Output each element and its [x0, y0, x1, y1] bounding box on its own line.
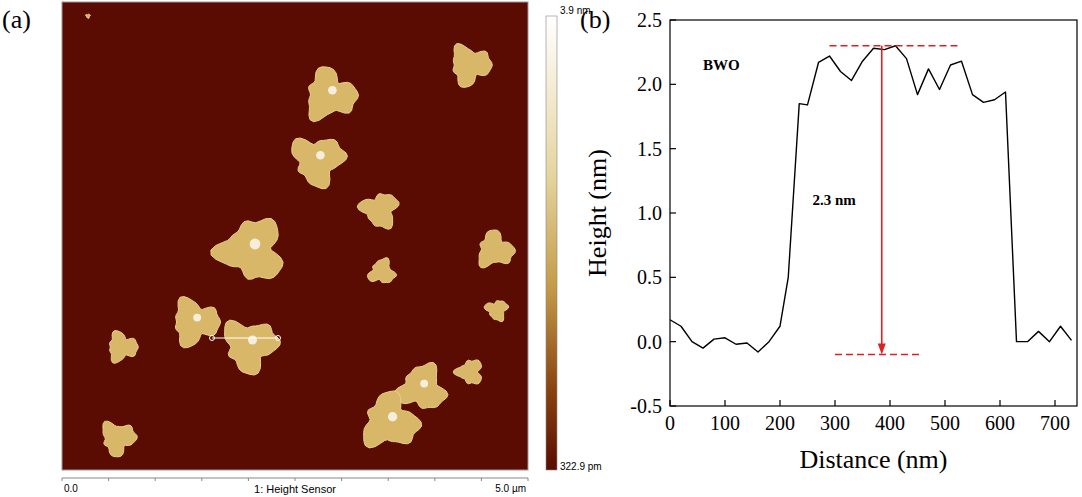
scale-tick: [62, 478, 63, 481]
y-tick-label: -0.5: [630, 395, 662, 417]
y-tick: [670, 148, 676, 149]
flake: [292, 138, 348, 189]
scale-tick: [108, 478, 109, 481]
scale-tick: [201, 478, 202, 481]
flake: [394, 362, 448, 408]
panel-label: (a): [2, 5, 31, 34]
scale-label: 5.0 µm: [495, 483, 526, 494]
y-tick: [670, 405, 676, 406]
flake-highlight: [250, 239, 261, 250]
y-tick-label: 0.5: [637, 266, 662, 288]
afm-flakes: [86, 14, 516, 457]
flake-highlight: [193, 314, 201, 322]
scale-tick: [248, 478, 249, 481]
y-tick: [670, 341, 676, 342]
flake: [367, 258, 396, 283]
x-tick-label: 500: [930, 412, 960, 434]
flake: [309, 67, 359, 122]
scale-tick: [481, 478, 482, 481]
y-tick: [670, 19, 676, 20]
x-tick: [779, 400, 780, 406]
scale-tick: [155, 478, 156, 481]
x-tick: [999, 400, 1000, 406]
x-tick-label: 0: [665, 412, 675, 434]
flake: [86, 14, 91, 18]
panel-label: (b): [580, 5, 610, 34]
y-axis-title: Height (nm): [583, 149, 612, 277]
flake-highlight: [316, 151, 325, 160]
scale-label: 0.0: [64, 483, 78, 494]
profile-end: [210, 336, 215, 341]
x-axis-title: Distance (nm): [799, 445, 947, 474]
flake: [103, 421, 137, 457]
profile-line: [670, 46, 1072, 352]
flake-highlight: [420, 380, 428, 388]
x-tick-label: 600: [985, 412, 1015, 434]
y-tick-label: 2.0: [637, 73, 662, 95]
afm-background: [62, 2, 528, 470]
caption: 1: Height Sensor: [254, 483, 336, 495]
flake: [357, 194, 399, 230]
reference-line: [835, 354, 923, 355]
x-tick: [669, 400, 670, 406]
flake: [225, 320, 281, 375]
colorbar-label: 322.9 pm: [560, 461, 602, 472]
y-tick: [670, 212, 676, 213]
flake: [479, 230, 515, 268]
scale-tick: [341, 478, 342, 481]
flake-highlight: [248, 336, 257, 345]
profile-end: [276, 336, 281, 341]
annotation: 2.3 nm: [812, 192, 856, 208]
x-tick-label: 100: [710, 412, 740, 434]
profile-line: [212, 337, 278, 338]
flake: [453, 44, 492, 88]
flake: [364, 391, 422, 448]
y-tick: [670, 277, 676, 278]
flake: [484, 301, 509, 322]
colorbar: [546, 16, 557, 470]
flake: [175, 297, 220, 348]
x-tick-label: 300: [820, 412, 850, 434]
y-tick-label: 1.5: [637, 138, 662, 160]
x-tick: [1054, 400, 1055, 406]
x-tick: [724, 400, 725, 406]
flake-highlight: [388, 412, 397, 421]
plot-marks: [670, 46, 1072, 355]
annotation: BWO: [703, 57, 740, 73]
y-tick-label: 1.0: [637, 202, 662, 224]
scale-tick: [388, 478, 389, 481]
flake: [453, 360, 481, 384]
scale-tick: [434, 478, 435, 481]
x-tick: [889, 400, 890, 406]
flake: [211, 219, 283, 280]
reference-line: [830, 45, 962, 46]
flake-highlight: [328, 86, 337, 95]
x-tick-label: 700: [1040, 412, 1070, 434]
x-tick-label: 200: [765, 412, 795, 434]
y-tick-label: 0.0: [637, 331, 662, 353]
figure: (a)3.9 nm322.9 pm0.05.0 µm1: Height Sens…: [0, 0, 1082, 497]
x-tick-label: 400: [875, 412, 905, 434]
y-tick-label: 2.5: [637, 9, 662, 31]
scale-tick: [295, 478, 296, 481]
y-tick: [670, 84, 676, 85]
flake: [110, 331, 139, 364]
arrow-head: [878, 344, 886, 355]
height-arrow: [881, 46, 883, 346]
plot-frame: [670, 20, 1077, 406]
x-tick: [834, 400, 835, 406]
x-tick: [944, 400, 945, 406]
scale-tick: [528, 478, 529, 481]
